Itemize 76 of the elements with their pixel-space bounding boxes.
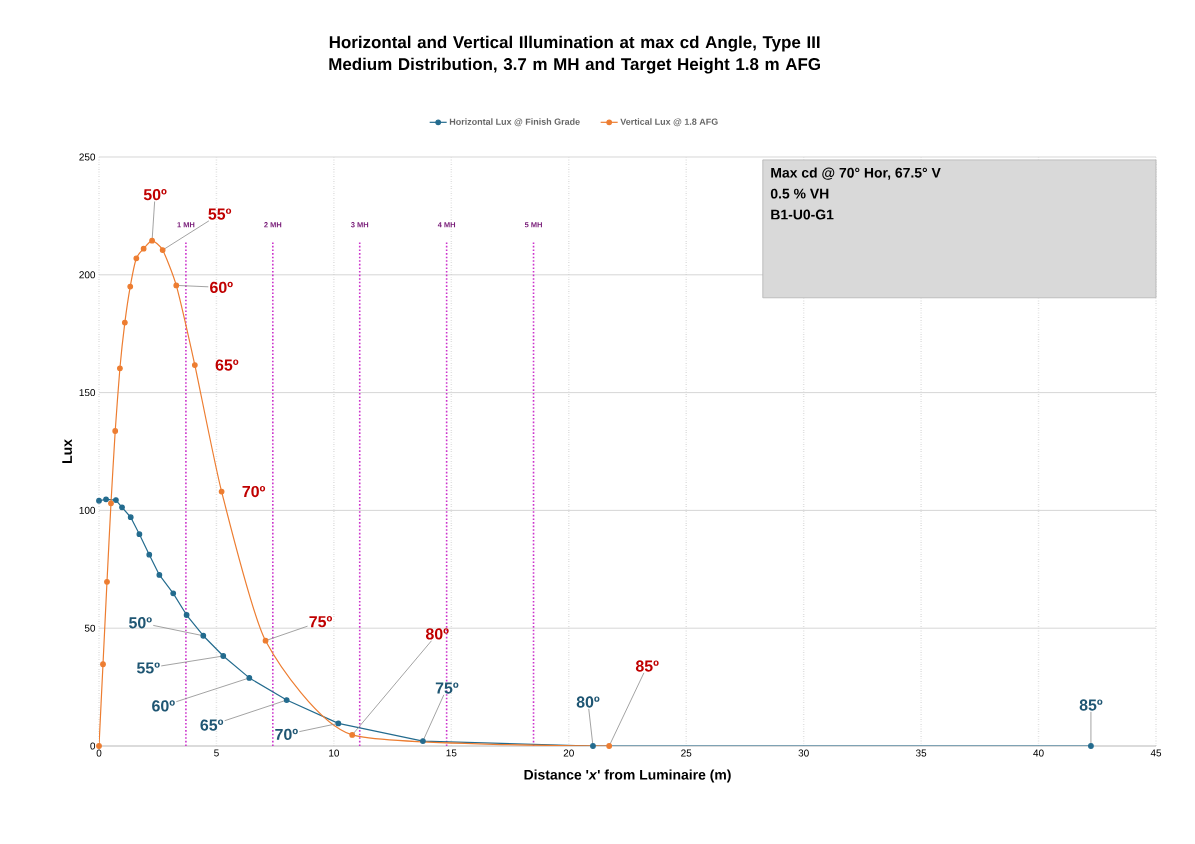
x-tick-label: 35 (915, 749, 927, 757)
annotation: 75º (435, 682, 459, 694)
point (108, 500, 114, 507)
legend-label: Horizontal Lux @ Finish Grade (449, 118, 580, 127)
annotation: Max cd @ 70° Hor, 67.5° V (771, 167, 941, 180)
point (113, 497, 119, 503)
point (420, 738, 426, 744)
point (127, 283, 134, 290)
x-axis-title: Distance 'x' from Luminaire (m) (524, 769, 731, 783)
y-axis-title: Lux (62, 439, 73, 463)
point (335, 720, 342, 727)
point (103, 496, 109, 503)
annotation: 50º (129, 617, 152, 629)
point (173, 282, 180, 289)
point (262, 637, 269, 644)
point (119, 504, 125, 511)
point (246, 675, 253, 681)
point (149, 237, 155, 244)
x-tick-label: 30 (798, 749, 809, 757)
point (112, 428, 119, 434)
x-tick-label: 5 (214, 749, 219, 757)
annotation: 0.5 % VH (770, 188, 829, 199)
annotation: 60º (210, 281, 233, 294)
point (191, 362, 198, 368)
annotation: 65º (215, 359, 239, 371)
point (100, 661, 106, 668)
annotation: 70º (242, 485, 266, 498)
annotation: 55º (208, 208, 232, 220)
annotation: 80º (576, 696, 600, 708)
y-tick-label: 0 (90, 742, 96, 750)
annotation: 70º (275, 728, 298, 741)
chart-title: Horizontal and Vertical Illumination at max cd Angle, Type III Medium Distribution, 3.7 m MH and Target Height 1.8 m AFG (329, 35, 820, 74)
x-tick-label: 25 (681, 749, 692, 757)
y-tick-label: 250 (79, 153, 96, 161)
point (159, 247, 166, 253)
legend-label: Vertical Lux @ 1.8 AFG (620, 118, 718, 127)
point (140, 245, 147, 252)
x-tick-label: 15 (446, 749, 457, 757)
annotation: 75º (309, 616, 333, 628)
point (146, 551, 153, 558)
point (121, 319, 128, 326)
annotation: 65º (200, 719, 224, 731)
point (220, 653, 227, 659)
point (127, 514, 134, 521)
annotation: 85º (635, 660, 659, 672)
point (1088, 743, 1094, 749)
x-tick-label: 45 (1150, 749, 1162, 757)
point (156, 572, 163, 578)
point (170, 590, 177, 597)
annotation: 85º (1079, 699, 1103, 711)
point (349, 732, 356, 738)
annotation: B1-U0-G1 (771, 209, 834, 220)
x-tick-label: 20 (563, 749, 574, 757)
point (183, 612, 190, 618)
annotation: 50º (143, 188, 167, 201)
annotation: 60º (152, 700, 175, 712)
point (96, 743, 102, 749)
point (218, 488, 225, 495)
annotation: 80º (425, 628, 449, 640)
point (590, 743, 596, 749)
point (104, 578, 110, 585)
point (283, 697, 290, 703)
y-tick-label: 100 (79, 506, 96, 514)
point (136, 531, 143, 538)
x-tick-label: 10 (329, 749, 340, 757)
y-tick-label: 200 (79, 271, 96, 279)
point (96, 497, 102, 504)
x-tick-label: 0 (96, 749, 102, 757)
y-tick-label: 50 (84, 624, 96, 632)
annotation: 55º (136, 662, 160, 674)
point (117, 365, 123, 372)
y-tick-label: 150 (79, 389, 96, 397)
point (200, 632, 207, 639)
x-tick-label: 40 (1033, 749, 1044, 757)
point (133, 255, 140, 262)
point (606, 743, 613, 749)
